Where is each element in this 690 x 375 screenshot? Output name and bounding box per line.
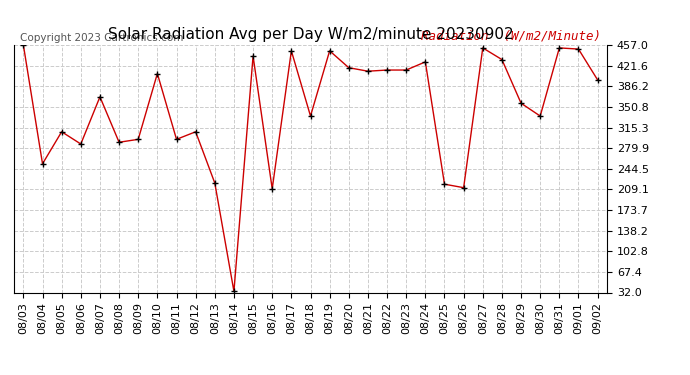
Text: Copyright 2023 Cartronics.com: Copyright 2023 Cartronics.com — [20, 33, 183, 42]
Text: Radiation  (W/m2/Minute): Radiation (W/m2/Minute) — [422, 30, 601, 42]
Title: Solar Radiation Avg per Day W/m2/minute 20230902: Solar Radiation Avg per Day W/m2/minute … — [108, 27, 513, 42]
